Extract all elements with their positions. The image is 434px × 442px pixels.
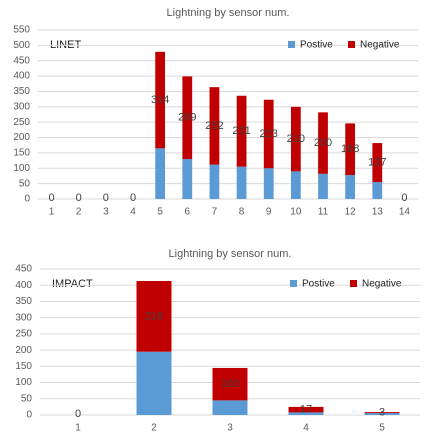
y-tick-label: 200 — [15, 345, 32, 356]
bar-segment — [345, 175, 356, 199]
bar-segment — [182, 76, 193, 160]
y-tick-label: 50 — [21, 393, 33, 404]
data-label: 231 — [232, 125, 250, 137]
chart-title: Lightning by sensor num. — [169, 248, 292, 260]
x-tick-label: 12 — [345, 207, 357, 218]
y-tick-label: 200 — [13, 132, 30, 143]
y-tick-label: 350 — [13, 86, 30, 97]
bar-segment — [209, 164, 220, 199]
bar-segment — [290, 171, 301, 199]
bar-segment — [345, 123, 356, 176]
data-label: 314 — [151, 94, 169, 106]
chart-title: Lightning by sensor num. — [167, 7, 290, 19]
bar-segment — [372, 182, 383, 199]
bar-segment — [288, 406, 324, 413]
x-tick-label: 5 — [379, 423, 385, 434]
data-label: 269 — [178, 112, 196, 124]
y-tick-label: 100 — [15, 377, 32, 388]
bar-segment — [372, 143, 383, 183]
x-tick-label: 14 — [399, 207, 411, 218]
bar-segment — [288, 412, 324, 415]
bar-segment — [212, 400, 248, 415]
legend-swatch — [350, 280, 357, 287]
x-tick-label: 7 — [212, 207, 218, 218]
y-tick-label: 300 — [15, 312, 32, 323]
y-tick-label: 0 — [24, 194, 30, 205]
legend-swatch — [290, 280, 297, 287]
x-tick-label: 10 — [290, 207, 302, 218]
x-tick-label: 6 — [185, 207, 191, 218]
data-label: 210 — [287, 133, 305, 145]
data-label: 17 — [300, 404, 312, 416]
x-tick-label: 4 — [130, 207, 136, 218]
bar-segment — [263, 99, 274, 169]
data-label: 218 — [145, 310, 163, 322]
data-label: 0 — [75, 408, 81, 420]
x-tick-label: 2 — [151, 423, 157, 434]
x-tick-label: 1 — [49, 207, 55, 218]
bar-segment — [136, 351, 172, 415]
y-tick-label: 250 — [15, 329, 32, 340]
x-tick-label: 3 — [227, 423, 233, 434]
data-label: 0 — [401, 192, 407, 204]
bar-segment — [155, 51, 166, 149]
y-tick-label: 250 — [13, 117, 30, 128]
bar-segment — [155, 148, 166, 199]
y-tick-label: 150 — [15, 361, 32, 372]
x-tick-label: 11 — [318, 207, 329, 218]
data-label: 200 — [314, 137, 332, 149]
x-tick-label: 13 — [372, 207, 384, 218]
y-tick-label: 500 — [13, 40, 30, 51]
bar-segment — [182, 159, 193, 199]
legend-label: Postive — [300, 40, 333, 51]
bar-segment — [364, 412, 400, 414]
bar-segment — [236, 166, 247, 199]
data-label: 0 — [130, 192, 136, 204]
x-tick-label: 1 — [75, 423, 81, 434]
y-tick-label: 400 — [13, 71, 30, 82]
x-tick-label: 5 — [157, 207, 163, 218]
y-tick-label: 450 — [13, 55, 30, 66]
legend-label: Negative — [360, 40, 400, 51]
legend-swatch — [288, 41, 295, 48]
x-tick-label: 8 — [239, 207, 245, 218]
data-label: 0 — [103, 192, 109, 204]
bar-segment — [290, 106, 301, 172]
bar-segment — [318, 112, 328, 174]
y-tick-label: 150 — [13, 148, 30, 159]
y-tick-label: 300 — [13, 101, 30, 112]
legend-swatch — [348, 41, 355, 48]
legend-label: Postive — [302, 279, 335, 290]
bar-segment — [236, 95, 247, 167]
data-label: 223 — [260, 128, 278, 140]
bar-segment — [136, 281, 172, 352]
data-label: 168 — [341, 143, 359, 155]
y-tick-label: 0 — [26, 410, 32, 421]
y-tick-label: 50 — [19, 178, 31, 189]
legend-label: Negative — [362, 279, 402, 290]
bar-segment — [212, 367, 248, 401]
x-tick-label: 3 — [103, 207, 109, 218]
annotation: IMPACT — [52, 278, 93, 290]
x-tick-label: 2 — [76, 207, 82, 218]
data-label: 3 — [379, 406, 385, 418]
bar-segment — [209, 87, 220, 165]
data-label: 0 — [49, 192, 55, 204]
bar-segment — [318, 173, 328, 199]
y-tick-label: 350 — [15, 296, 32, 307]
y-tick-label: 450 — [15, 264, 32, 275]
bar-segment — [263, 168, 274, 199]
data-label: 0 — [76, 192, 82, 204]
y-tick-label: 100 — [13, 163, 30, 174]
data-label: 127 — [368, 156, 386, 168]
y-tick-label: 550 — [13, 25, 30, 36]
x-tick-label: 4 — [303, 423, 309, 434]
data-label: 252 — [205, 120, 223, 132]
bar-segment — [364, 413, 400, 415]
data-label: 100 — [221, 378, 239, 390]
x-tick-label: 9 — [266, 207, 272, 218]
y-tick-label: 400 — [15, 280, 32, 291]
